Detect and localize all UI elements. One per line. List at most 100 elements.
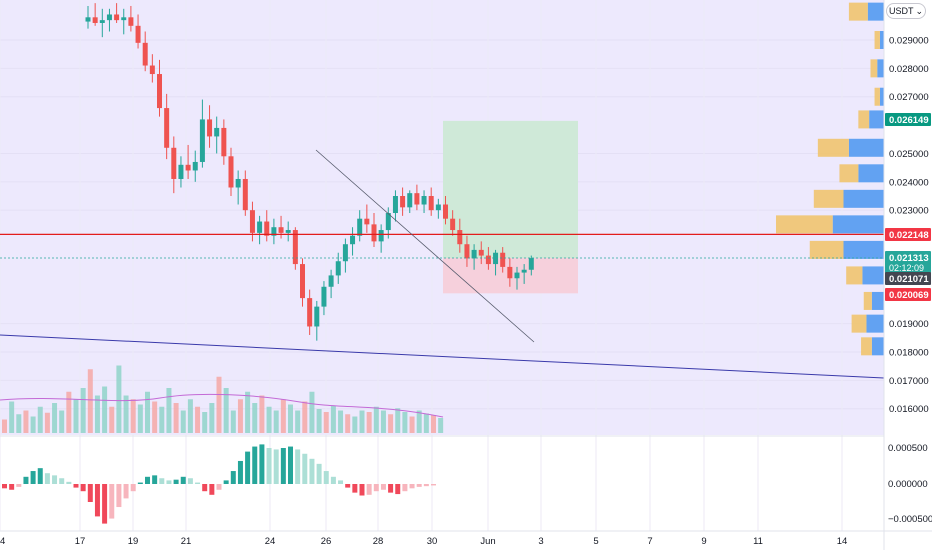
candle-body xyxy=(157,74,162,109)
candle-body xyxy=(128,17,134,26)
volume-bar xyxy=(59,410,65,433)
indicator-axis[interactable]: 0.000500 0.000000 −0.000500 xyxy=(888,443,932,525)
macd-histogram-bar xyxy=(416,484,422,487)
macd-histogram-bar xyxy=(302,453,308,484)
volume-bar xyxy=(330,406,336,433)
volume-profile-down-bar xyxy=(813,189,844,208)
volume-bar xyxy=(187,399,193,433)
volume-bar xyxy=(87,369,93,433)
candle-body xyxy=(214,127,220,137)
volume-profile-down-bar xyxy=(863,291,872,310)
volume-bar xyxy=(102,386,108,433)
volume-bar xyxy=(173,403,179,433)
volume-bar xyxy=(116,365,122,433)
volume-bar xyxy=(109,406,115,433)
volume-bar xyxy=(388,414,394,433)
macd-histogram-bar xyxy=(9,484,15,490)
long-position-tool[interactable] xyxy=(443,120,578,294)
volume-bar xyxy=(94,395,100,433)
volume-ma-line xyxy=(0,393,444,418)
macd-histogram-bar xyxy=(80,484,86,492)
candle-body xyxy=(249,210,255,233)
candle-body xyxy=(464,244,470,259)
volume-bar xyxy=(9,401,15,433)
descending-trend-line[interactable] xyxy=(315,149,535,343)
macd-histogram-bar xyxy=(16,484,22,487)
support-trend-line[interactable] xyxy=(0,334,885,379)
price-tick-label: 0.023000 xyxy=(889,206,929,217)
time-tick-label: 7 xyxy=(647,536,652,547)
volume-profile-up-bar xyxy=(848,138,884,157)
volume-bar xyxy=(2,419,7,433)
candle-body xyxy=(178,164,184,179)
candle-body xyxy=(314,306,320,327)
volume-profile-down-bar xyxy=(851,314,867,333)
macd-histogram-bar xyxy=(380,484,386,490)
macd-histogram-bar xyxy=(309,458,315,484)
macd-histogram-bar xyxy=(295,449,301,484)
volume-profile xyxy=(776,2,884,356)
volume-bar xyxy=(137,404,143,433)
drawn-lines[interactable] xyxy=(0,149,885,379)
candle-body xyxy=(493,252,499,265)
macd-histogram-bar xyxy=(159,478,165,484)
volume-bar xyxy=(66,391,72,433)
indicator-tick-label: −0.000500 xyxy=(888,514,932,525)
candle-body xyxy=(192,161,198,171)
volume-bar xyxy=(80,388,86,433)
candle-body xyxy=(199,119,205,162)
volume-bar xyxy=(266,406,272,433)
volume-bar xyxy=(259,395,265,433)
currency-button[interactable]: USDT ⌄ xyxy=(886,3,926,19)
macd-histogram-bar xyxy=(338,480,344,484)
price-badge xyxy=(885,113,931,126)
time-tick-label: 30 xyxy=(427,536,438,547)
candle-body xyxy=(300,264,305,299)
candle-body xyxy=(285,230,291,233)
volume-profile-down-bar xyxy=(874,31,880,49)
volume-bar xyxy=(373,406,379,433)
price-badge xyxy=(885,272,931,285)
grid xyxy=(0,0,843,531)
time-axis[interactable]: 4 17 19 21 24 26 28 30 Jun 3 5 7 9 11 14 xyxy=(0,536,847,547)
macd-histogram-bar xyxy=(102,484,108,524)
candle-body xyxy=(371,224,377,242)
candle-body xyxy=(342,244,348,262)
candle-body xyxy=(207,119,213,137)
macd-histogram-bar xyxy=(252,446,258,484)
volume-bar xyxy=(230,410,236,433)
price-axis[interactable]: 0.029000 0.028000 0.027000 0.025000 0.024000… xyxy=(889,6,929,415)
price-badge-label: 0.021313 xyxy=(889,253,929,264)
candle-body xyxy=(121,17,127,21)
volume-bar xyxy=(431,415,436,433)
indicator-tick-label: 0.000000 xyxy=(888,479,928,490)
time-tick-label: 3 xyxy=(538,536,543,547)
macd-histogram-bar xyxy=(230,471,236,484)
price-badge-label: 0.020069 xyxy=(889,290,929,301)
candle-body xyxy=(507,266,513,279)
profit-zone[interactable] xyxy=(443,120,578,259)
time-tick-label: 11 xyxy=(753,536,763,547)
volume-bar xyxy=(402,412,408,433)
volume-bar xyxy=(202,412,208,433)
volume-bar xyxy=(73,399,79,433)
candle-body xyxy=(443,204,448,219)
candle-body xyxy=(264,221,270,236)
volume-bar xyxy=(252,403,258,433)
candle-body xyxy=(428,196,434,211)
volume-bar xyxy=(245,391,251,433)
volume-profile-down-bar xyxy=(817,138,849,157)
volume-profile-up-bar xyxy=(862,266,884,285)
price-badge-label: 0.021071 xyxy=(889,274,929,285)
macd-histogram-bar xyxy=(237,460,243,484)
candle-body xyxy=(171,147,177,179)
macd-histogram-bar xyxy=(288,446,293,484)
candle-body xyxy=(292,230,298,265)
macd-histogram-bar xyxy=(366,484,372,495)
macd-histogram-bar xyxy=(273,449,279,484)
candle-body xyxy=(357,218,363,236)
time-tick-label: 26 xyxy=(321,536,332,547)
candle-body xyxy=(85,17,91,22)
macd-histogram-bar xyxy=(409,484,415,489)
